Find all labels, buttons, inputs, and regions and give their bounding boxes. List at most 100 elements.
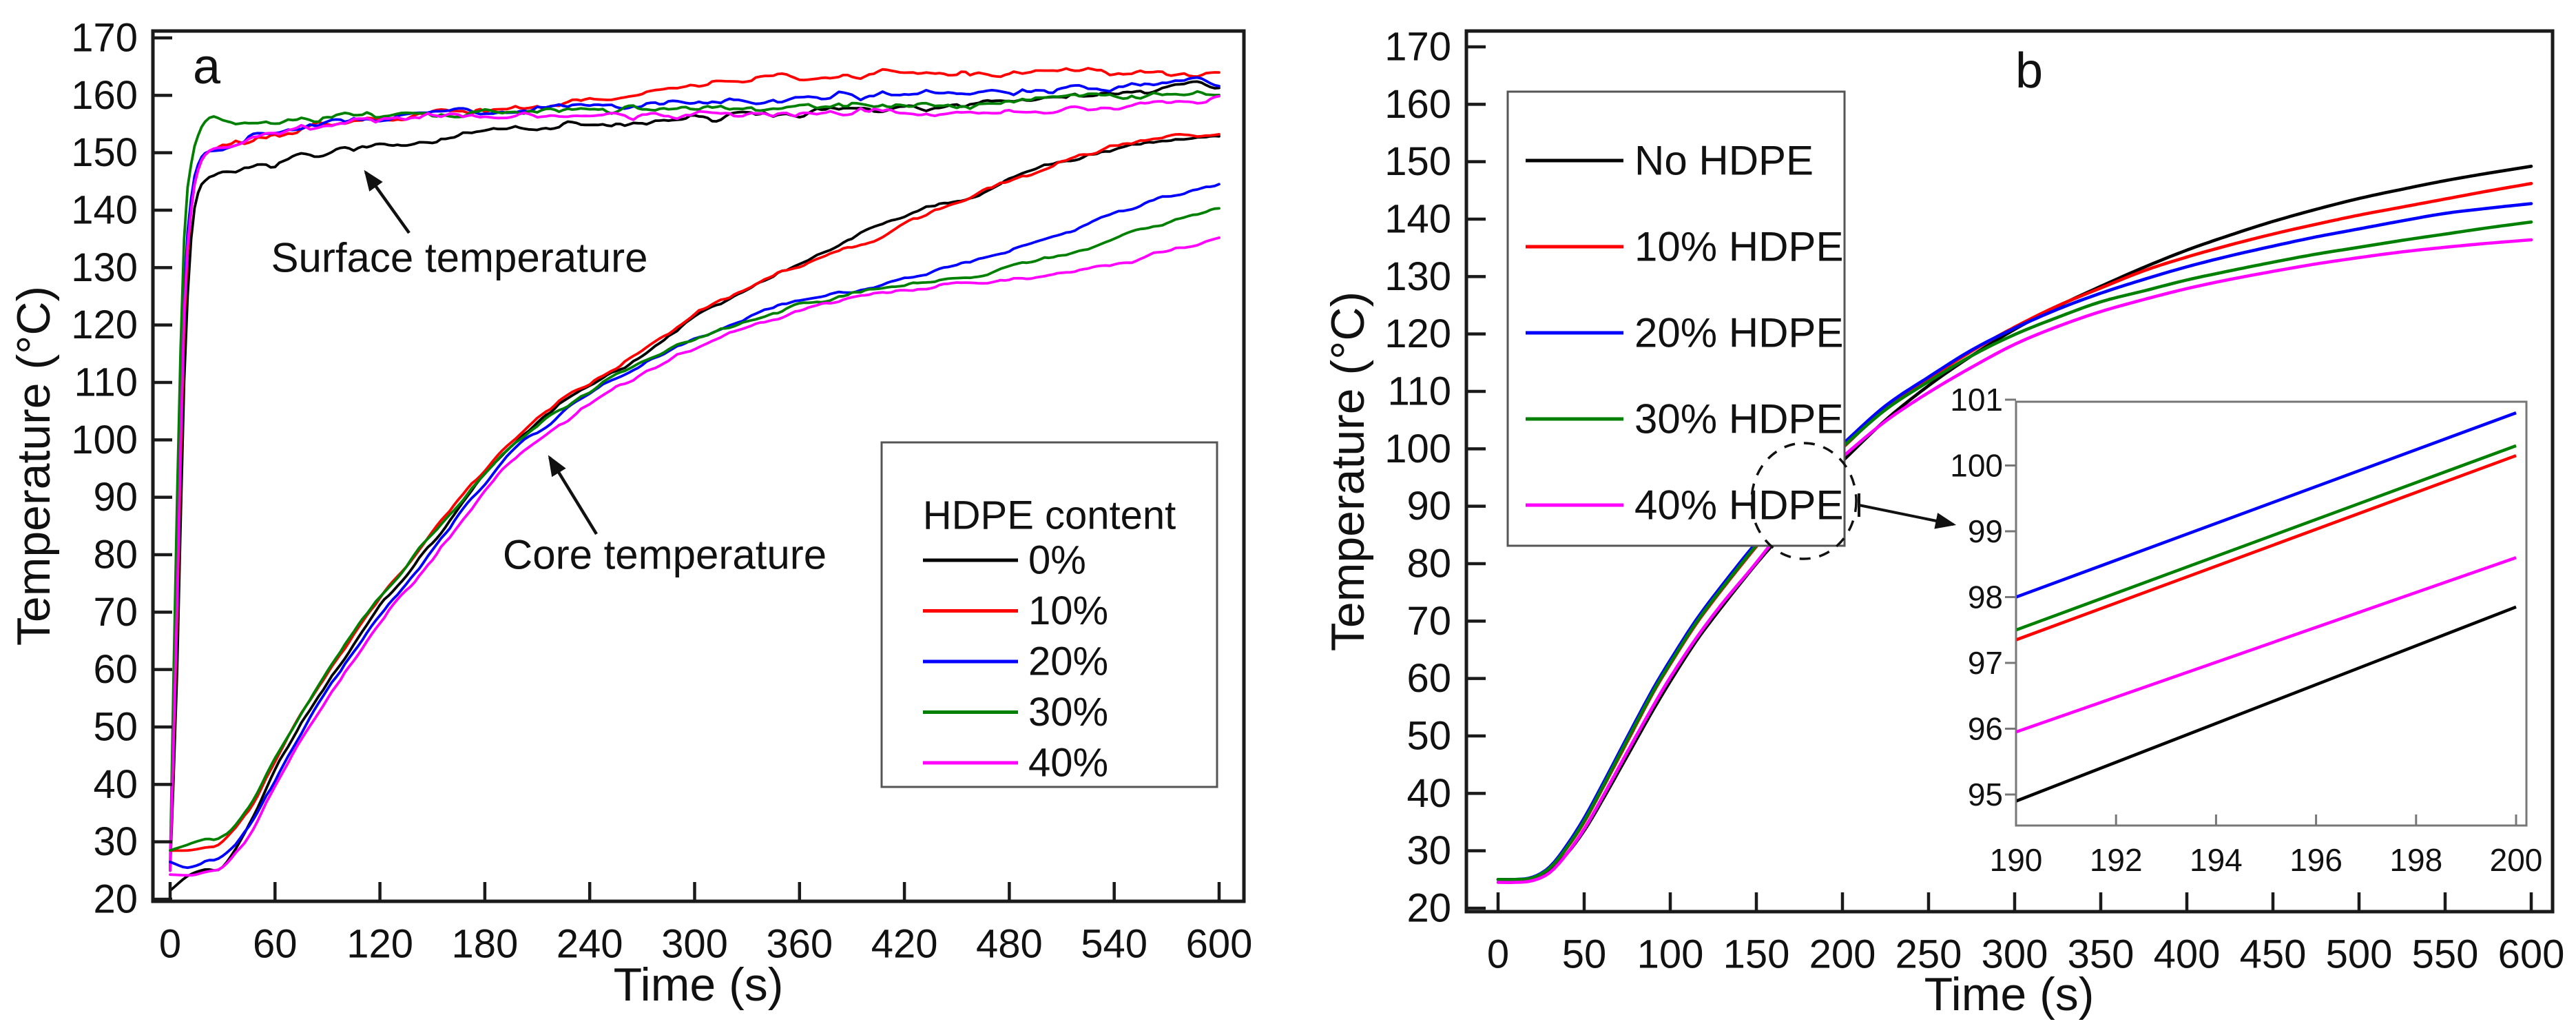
inset-y-tick-label: 99 — [1968, 513, 2003, 549]
annotation-1: Core temperature — [503, 455, 827, 578]
inset-x-tick-label: 192 — [2090, 842, 2143, 878]
x-tick-label: 540 — [1081, 922, 1147, 967]
inset-line-20-HDPE — [2017, 411, 2517, 599]
x-tick-label: 500 — [2326, 932, 2393, 977]
x-tick-label: 420 — [871, 922, 938, 967]
inset-x-tick-label: 198 — [2389, 842, 2442, 878]
series-a-30-surface — [169, 90, 1221, 866]
x-tick-label: 200 — [1809, 932, 1876, 977]
y-tick-label: 20 — [93, 877, 138, 922]
panel-a-axes: 0 60 120 180 240 300 360 420 480 540 600 20 30 40 50 60… — [71, 16, 1252, 967]
series-a-30-core — [169, 207, 1221, 852]
series-a-10-core — [169, 133, 1221, 852]
series-a-40-surface — [169, 94, 1221, 872]
y-tick-label: 160 — [71, 73, 138, 118]
legend-label: 10% HDPE — [1634, 224, 1843, 270]
y-tick-label: 50 — [93, 705, 138, 750]
y-tick-label: 150 — [71, 130, 138, 175]
x-tick-label: 120 — [346, 922, 413, 967]
y-axis-title-b: Temperature (°C) — [1322, 291, 1374, 651]
x-tick-label: 550 — [2412, 932, 2479, 977]
y-tick-label: 170 — [1384, 25, 1451, 70]
inset-zoom: 190 192 194 196 198 200 95 96 97 98 99 100 101 — [1750, 382, 2543, 878]
legend-b: No HDPE 10% HDPE 20% HDPE 30% HDPE 40% HDPE — [1506, 90, 1846, 547]
y-tick-label: 70 — [1406, 599, 1451, 644]
y-tick-label: 70 — [93, 590, 138, 635]
inset-y-tick-label: 97 — [1968, 645, 2003, 681]
y-tick-label: 160 — [1384, 82, 1451, 127]
y-tick-label: 140 — [71, 188, 138, 233]
annotation-text: Core temperature — [503, 532, 827, 578]
x-tick-label: 300 — [1982, 932, 2048, 977]
legend-label: 30% HDPE — [1634, 396, 1843, 442]
x-tick-label: 450 — [2240, 932, 2307, 977]
inset-line-No-HDPE — [2017, 605, 2517, 803]
x-tick-label: 360 — [766, 922, 833, 967]
x-tick-label: 150 — [1723, 932, 1790, 977]
zoom-region-circle — [1750, 442, 1858, 560]
series-a-20-surface — [169, 76, 1221, 872]
plot-border-b — [1464, 29, 2555, 914]
y-tick-label: 110 — [74, 360, 138, 405]
panel-a-series — [169, 67, 1221, 892]
series-a-40-core — [169, 236, 1221, 877]
x-tick-label: 50 — [1562, 932, 1607, 977]
legend-label: 20% HDPE — [1634, 310, 1843, 356]
x-tick-label: 400 — [2154, 932, 2221, 977]
y-tick-label: 150 — [1384, 139, 1451, 184]
inset-x-tick-label: 200 — [2490, 842, 2543, 878]
x-tick-label: 250 — [1895, 932, 1962, 977]
inset-x-tick-label: 194 — [2190, 842, 2243, 878]
y-tick-label: 120 — [1384, 311, 1451, 356]
x-axis-title-b: Time (s) — [1924, 968, 2095, 1021]
x-axis-title-a: Time (s) — [614, 959, 784, 1011]
x-tick-label: 600 — [1186, 922, 1253, 967]
y-tick-label: 130 — [1384, 254, 1451, 299]
y-tick-label: 90 — [1406, 484, 1451, 529]
y-tick-label: 60 — [93, 647, 138, 692]
legend-label: 40% HDPE — [1634, 482, 1843, 529]
series-b-30-HDPE — [1496, 220, 2533, 881]
x-tick-label: 0 — [1487, 932, 1509, 977]
y-tick-label: 40 — [1406, 771, 1451, 816]
legend-label: 0% — [1028, 538, 1086, 583]
y-tick-label: 30 — [93, 819, 138, 864]
inset-y-tick-label: 100 — [1950, 448, 2003, 484]
y-axis-title-a: Temperature (°C) — [8, 286, 60, 646]
annotation-0: Surface temperature — [271, 170, 648, 281]
inset-y-tick-label: 101 — [1950, 382, 2003, 418]
legend-label: 40% — [1028, 741, 1108, 786]
inset-line-10-HDPE — [2017, 454, 2517, 642]
y-tick-label: 90 — [93, 475, 138, 520]
series-a-0-core — [169, 134, 1221, 892]
plot-border-a — [151, 29, 1246, 903]
panel-b-axes: 0 50 100 150 200 250 300 350 400 450 500 550 600 20 30… — [1384, 25, 2564, 977]
x-tick-label: 600 — [2498, 932, 2565, 977]
y-tick-label: 100 — [1384, 427, 1451, 471]
inset-line-40-HDPE — [2017, 556, 2517, 734]
x-tick-label: 300 — [661, 922, 728, 967]
x-tick-label: 350 — [2068, 932, 2134, 977]
y-tick-label: 130 — [71, 245, 138, 290]
y-tick-label: 80 — [1406, 542, 1451, 586]
inset-y-tick-label: 96 — [1968, 711, 2003, 747]
inset-border — [2015, 400, 2528, 827]
inset-y-tick-label: 98 — [1968, 580, 2003, 615]
y-tick-label: 80 — [93, 533, 138, 577]
y-tick-label: 40 — [93, 762, 138, 807]
zoom-pointer-arrow — [1858, 504, 1957, 529]
legend-label: 30% — [1028, 690, 1108, 735]
annotation-text: Surface temperature — [271, 235, 648, 281]
panel-a: 0 60 120 180 240 300 360 420 480 540 600 20 30 40 50 60… — [8, 16, 1252, 1011]
y-tick-label: 110 — [1388, 369, 1451, 414]
x-tick-label: 100 — [1637, 932, 1704, 977]
inset-y-tick-label: 95 — [1968, 777, 2003, 812]
x-tick-label: 0 — [159, 922, 181, 967]
legend-label: 20% — [1028, 639, 1108, 684]
x-tick-label: 60 — [253, 922, 298, 967]
y-tick-label: 100 — [71, 418, 138, 462]
inset-x-tick-label: 190 — [1990, 842, 2043, 878]
